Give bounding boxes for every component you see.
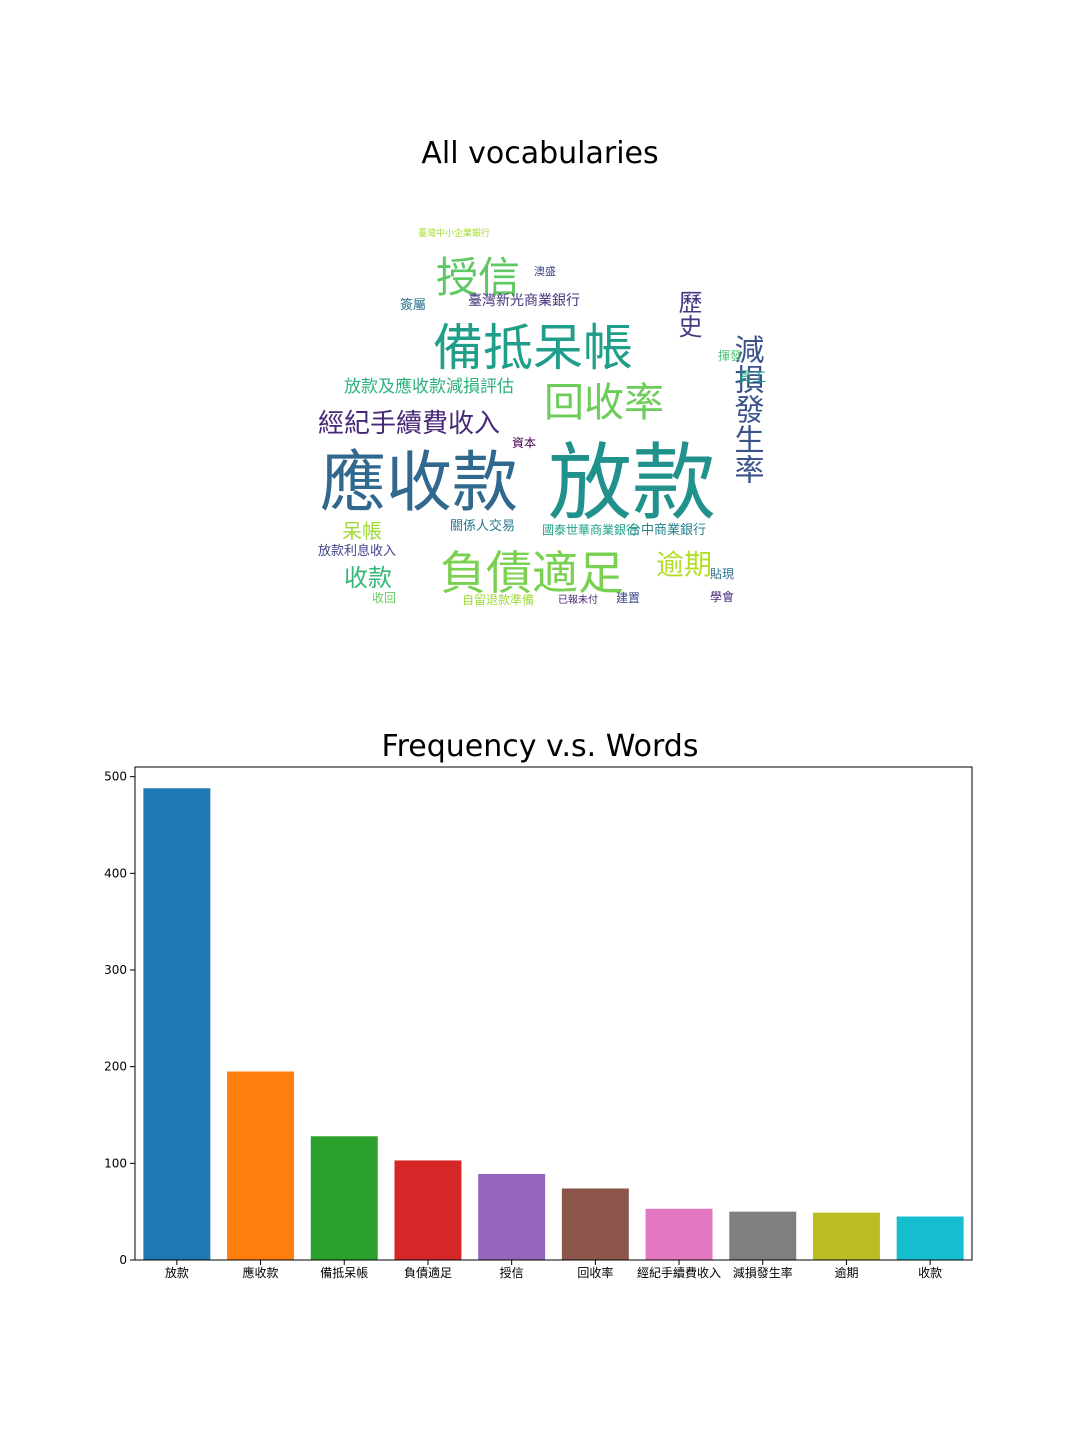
wordcloud-word: 授信 <box>436 253 520 302</box>
y-tick-label: 100 <box>104 1156 127 1170</box>
x-tick-label: 逾期 <box>834 1265 858 1280</box>
wordcloud-word: 應收款 <box>320 444 518 521</box>
x-tick-label: 收款 <box>918 1266 942 1280</box>
chart-title: Frequency v.s. Words <box>381 729 699 764</box>
bar <box>394 1160 462 1260</box>
wordcloud-word: 放款 <box>548 434 716 532</box>
bar <box>896 1216 964 1260</box>
wordcloud-word: 學會 <box>710 590 734 604</box>
wordcloud-word: 揮發 <box>718 348 742 363</box>
bar <box>561 1188 629 1260</box>
bar <box>729 1211 797 1260</box>
wordcloud-word: 備抵呆帳 <box>433 319 633 377</box>
bar <box>143 788 211 1260</box>
wordcloud-word: 建置 <box>616 591 640 605</box>
wordcloud-word: 簽屬 <box>400 297 426 313</box>
wordcloud-word: 放款利息收入 <box>318 543 396 559</box>
wordcloud-word: 貼現 <box>710 566 734 581</box>
bar <box>812 1212 880 1260</box>
wordcloud-word: 經紀手續費收入 <box>318 409 500 439</box>
wordcloud-word: 已報未付 <box>558 593 598 606</box>
wordcloud-word: 澳盛 <box>534 264 556 278</box>
wordcloud-word: 自留退款準備 <box>462 592 534 607</box>
x-tick-label: 備抵呆帳 <box>320 1265 368 1280</box>
y-tick-label: 400 <box>104 866 127 880</box>
bar-chart: 0 100 200 300 400 500 放款 應收款 備抵呆帳 負債適足 授信 回收率 經紀手續費收… <box>104 766 973 1280</box>
wordcloud-word: 收回 <box>372 591 396 605</box>
y-tick-label: 0 <box>119 1253 127 1267</box>
x-tick-label: 放款 <box>165 1265 189 1280</box>
wordcloud-word: 關係人交易 <box>450 518 515 534</box>
wordcloud-word: 臺灣新光商業銀行 <box>468 293 580 309</box>
y-tick-label: 200 <box>104 1060 127 1074</box>
x-tick-label: 回收率 <box>577 1265 613 1280</box>
plot-frame <box>134 766 973 1261</box>
wordcloud-word: 收款 <box>344 564 392 592</box>
bar <box>227 1071 295 1260</box>
wordcloud-word: 國泰世華商業銀行 <box>542 522 638 537</box>
y-tick-label: 300 <box>104 963 127 977</box>
wordcloud-word: 台中商業銀行 <box>628 522 706 538</box>
wordcloud-word: 回收率 <box>544 380 664 426</box>
wordcloud-word: 呆帳 <box>342 519 382 543</box>
x-tick-label: 授信 <box>500 1265 524 1280</box>
wordcloud-word: 減損發生率 <box>729 334 765 484</box>
wordcloud-title: All vocabularies <box>421 136 659 171</box>
x-tick-label: 負債適足 <box>404 1265 452 1280</box>
x-tick-label: 經紀手續費收入 <box>637 1265 721 1280</box>
wordcloud-word: 放款及應收款減損評估 <box>344 376 514 397</box>
bar <box>310 1136 378 1260</box>
wordcloud-word: 歷史 <box>674 290 702 338</box>
wordcloud-word: 員工 <box>738 370 766 386</box>
wordcloud-word: 資本 <box>512 436 536 450</box>
x-tick-label: 減損發生率 <box>733 1265 793 1280</box>
y-tick-label: 500 <box>104 770 127 784</box>
x-tick-label: 應收款 <box>243 1265 279 1280</box>
wordcloud-word: 逾期 <box>656 548 712 581</box>
wordcloud-word: 臺灣中小企業銀行 <box>418 227 490 239</box>
bar <box>478 1173 546 1260</box>
wordcloud-word: 負債適足 <box>440 546 624 600</box>
bar <box>645 1208 713 1260</box>
